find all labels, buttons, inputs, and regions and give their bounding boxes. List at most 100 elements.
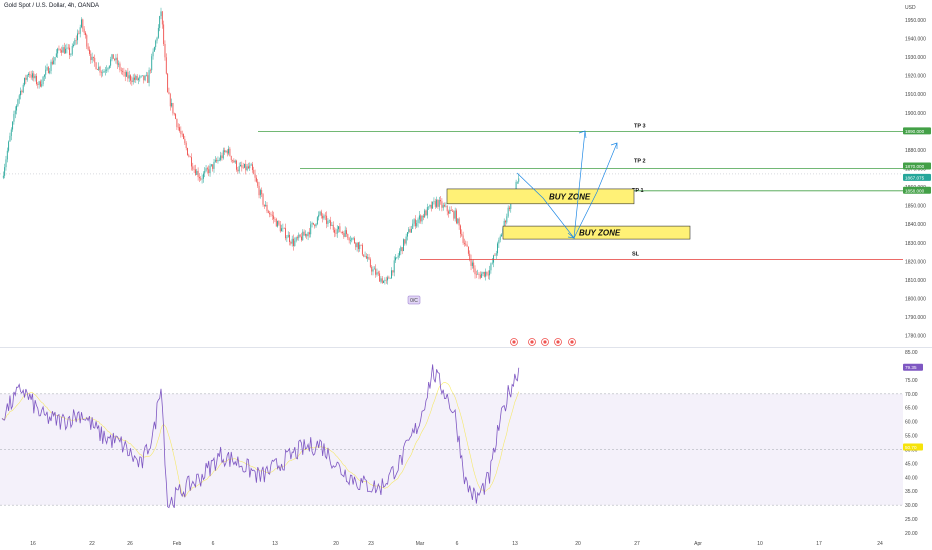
candle-body <box>326 215 328 224</box>
candle-body <box>57 48 59 54</box>
candle-body <box>491 262 493 264</box>
candle-body <box>217 159 219 162</box>
candle-body <box>285 228 286 239</box>
candle-body <box>489 270 491 276</box>
candle-body <box>33 73 35 79</box>
candle-body <box>118 63 120 65</box>
price-badge-text: 1858.000 <box>905 188 925 193</box>
price-tick-label: 1850.000 <box>905 204 926 210</box>
candle-body <box>37 83 39 85</box>
time-tick-label: 27 <box>634 541 640 547</box>
candle-body <box>201 178 203 180</box>
candle-body <box>20 90 21 96</box>
candle-body <box>516 181 518 183</box>
candle-body <box>446 205 448 212</box>
candle-body <box>331 224 333 226</box>
candle-body <box>478 273 480 275</box>
time-tick-label: 20 <box>333 541 339 547</box>
buy-zone-1[interactable] <box>446 188 635 205</box>
projection-path-1[interactable] <box>516 130 586 239</box>
candle-body <box>380 278 382 282</box>
rsi-pane[interactable] <box>0 364 903 509</box>
candle-body <box>237 169 239 172</box>
time-axis[interactable]: 16 22 26 Feb 6 13 20 23 Mar 6 13 20 27 Apr 10 17 24 <box>30 541 883 547</box>
candle-body <box>454 210 456 219</box>
candle-body <box>354 238 355 244</box>
candle-body <box>462 235 464 243</box>
candle-body <box>352 238 354 239</box>
candle-body <box>490 263 492 271</box>
time-tick-label: 23 <box>368 541 374 547</box>
candle-body <box>410 228 412 233</box>
candle-body <box>381 278 383 283</box>
buy-zone-2[interactable] <box>502 225 691 240</box>
candle-body <box>153 47 155 52</box>
price-axis[interactable]: 1950.000 1940.000 1930.000 1920.000 1910.000… <box>903 5 931 340</box>
candle-body <box>315 224 317 227</box>
candle-body <box>167 73 169 93</box>
price-tick-label: 1880.000 <box>905 148 926 154</box>
candle-body <box>169 94 171 107</box>
candle-body <box>298 234 300 239</box>
candle-body <box>395 257 396 261</box>
candle-body <box>148 70 150 83</box>
candle-body <box>17 99 19 106</box>
candle-body <box>131 80 133 83</box>
candle-body <box>62 47 64 53</box>
candle-body <box>12 121 14 130</box>
candle-body <box>487 274 489 276</box>
candle-body <box>320 211 322 216</box>
candle-body <box>127 72 129 79</box>
candle-body <box>130 75 131 81</box>
candle-body <box>442 205 444 208</box>
candle-body <box>330 220 332 226</box>
candle-body <box>375 268 377 275</box>
candle-body <box>119 63 121 71</box>
candle-body <box>184 138 186 143</box>
candle-body <box>95 62 97 70</box>
candle-body <box>507 207 509 217</box>
time-tick-label: Mar <box>416 541 425 547</box>
candle-body <box>102 72 104 74</box>
candle-body <box>319 211 321 215</box>
candle-body <box>287 234 289 238</box>
candle-body <box>30 75 32 78</box>
rsi-tick-label: 55.00 <box>905 434 918 440</box>
rsi-ma-line <box>1 382 520 498</box>
candle-body <box>36 75 37 84</box>
candle-body <box>249 165 251 169</box>
price-badge <box>903 173 931 181</box>
candle-body <box>499 236 501 241</box>
time-tick-label: Feb <box>173 541 182 547</box>
candle-body <box>384 279 386 281</box>
price-pane[interactable]: TP 3 TP 2 TP 1 SL BUY ZONE BUY ZONE 0/C <box>0 7 932 348</box>
rsi-axis[interactable]: 85.0080.0075.0070.0065.0060.0055.0050.00… <box>903 350 923 537</box>
candle-body <box>18 95 20 100</box>
candle-body <box>112 54 114 59</box>
candle-body <box>107 67 109 70</box>
candle-body <box>99 66 101 73</box>
candle-body <box>308 232 310 235</box>
candle-body <box>450 209 452 211</box>
candle-body <box>187 148 188 156</box>
flag-event-icon-dot <box>530 340 534 344</box>
price-tick-label: 1830.000 <box>905 241 926 247</box>
arrowhead-1 <box>578 130 587 139</box>
candle-body <box>103 70 105 73</box>
candle-body <box>255 177 257 182</box>
candle-body <box>428 206 430 208</box>
candle-body <box>273 215 275 220</box>
candle-body <box>38 81 40 85</box>
candle-body <box>53 60 55 65</box>
candle-body <box>232 160 233 161</box>
candle-body <box>437 199 439 207</box>
projection-arrows[interactable] <box>516 130 618 239</box>
time-tick-label: 13 <box>272 541 278 547</box>
candle-body <box>495 253 497 256</box>
candle-body <box>192 166 194 170</box>
event-badge[interactable]: 0/C <box>407 295 421 305</box>
candle-body <box>401 247 403 252</box>
projection-path-2[interactable] <box>573 142 618 239</box>
candle-body <box>180 130 182 135</box>
